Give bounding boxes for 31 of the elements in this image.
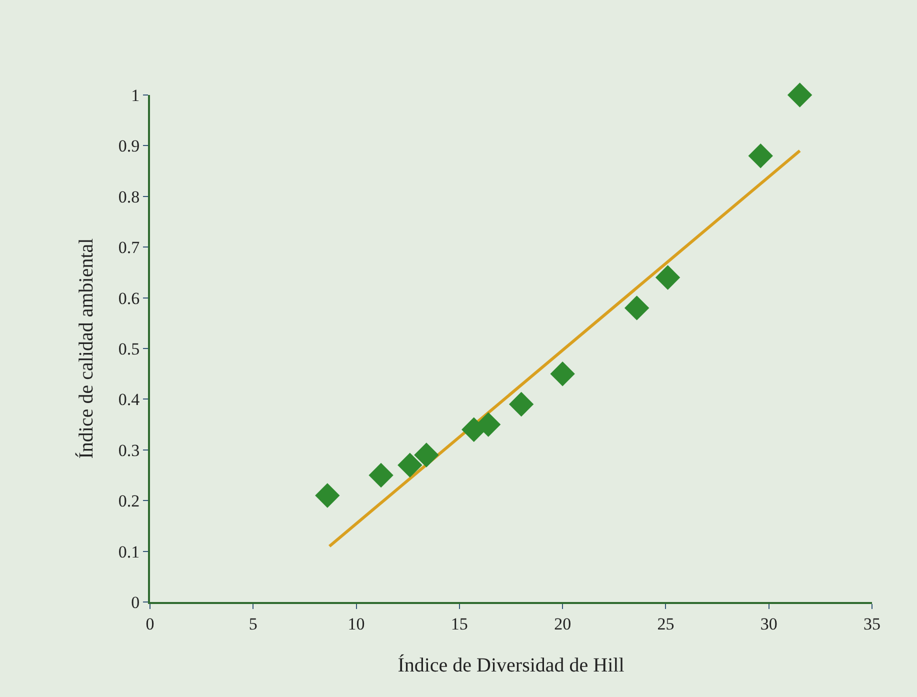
point bbox=[315, 483, 340, 508]
x-tick-label: 5 bbox=[248, 614, 258, 634]
point bbox=[748, 143, 773, 168]
y-tick-label: 0.1 bbox=[118, 542, 140, 562]
y-tick-label: 0.4 bbox=[118, 390, 140, 410]
x-tick-label: 25 bbox=[657, 614, 674, 634]
point bbox=[398, 452, 422, 478]
y-tick-label: 1 bbox=[131, 86, 140, 105]
point bbox=[414, 442, 439, 468]
x-axis-title: Índice de Diversidad de Hill bbox=[398, 653, 625, 676]
y-tick-label: 0.2 bbox=[118, 492, 140, 511]
x-tick-label: 0 bbox=[146, 614, 154, 634]
y-tick-label: 0.3 bbox=[118, 440, 140, 460]
x-tick-label: 30 bbox=[760, 614, 778, 634]
y-tick-label: 0.7 bbox=[118, 238, 140, 258]
point bbox=[624, 296, 650, 320]
point bbox=[550, 362, 575, 386]
point bbox=[787, 82, 812, 108]
y-tick-label: 0.6 bbox=[118, 288, 140, 308]
y-tick-label: 0.8 bbox=[118, 187, 140, 206]
point bbox=[368, 462, 394, 488]
point bbox=[508, 392, 534, 417]
x-tick-label: 20 bbox=[554, 614, 572, 634]
x-tick-label: 10 bbox=[348, 614, 365, 634]
y-axis-title: Índice de calidad ambiental bbox=[74, 238, 98, 459]
x-tick-label: 35 bbox=[864, 614, 880, 634]
y-tick-label: 0.9 bbox=[118, 136, 140, 156]
x-tick-label: 15 bbox=[450, 614, 468, 634]
point bbox=[655, 265, 680, 290]
y-tick-label: 0 bbox=[131, 592, 140, 612]
y-tick-label: 0.5 bbox=[118, 339, 140, 358]
